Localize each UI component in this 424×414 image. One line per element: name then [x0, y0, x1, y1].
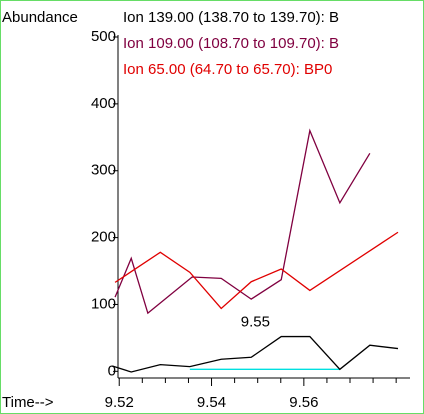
legend-label: Ion 65.00 (64.70 to 65.70): BP0 — [123, 61, 332, 78]
series-line — [114, 231, 399, 310]
y-tick-label: 300 — [91, 162, 116, 179]
legend-label: Ion 109.00 (108.70 to 109.70): B — [123, 35, 339, 52]
y-tick-label: 100 — [91, 295, 116, 312]
y-tick-label: 500 — [91, 28, 116, 45]
x-tick-label: 9.56 — [289, 394, 318, 411]
series-line — [112, 335, 399, 373]
y-tick-label: 200 — [91, 229, 116, 246]
x-tick-label: 9.54 — [197, 394, 226, 411]
series-line — [114, 128, 371, 315]
y-axis-label: Abundance — [2, 9, 78, 26]
x-axis-label: Time--> — [2, 394, 54, 411]
y-tick-label: 400 — [91, 95, 116, 112]
y-tick-label: 0 — [108, 362, 116, 379]
x-tick-label: 9.52 — [105, 394, 134, 411]
legend-label: Ion 139.00 (138.70 to 139.70): B — [123, 9, 339, 26]
annotation: 9.55 — [241, 314, 270, 331]
